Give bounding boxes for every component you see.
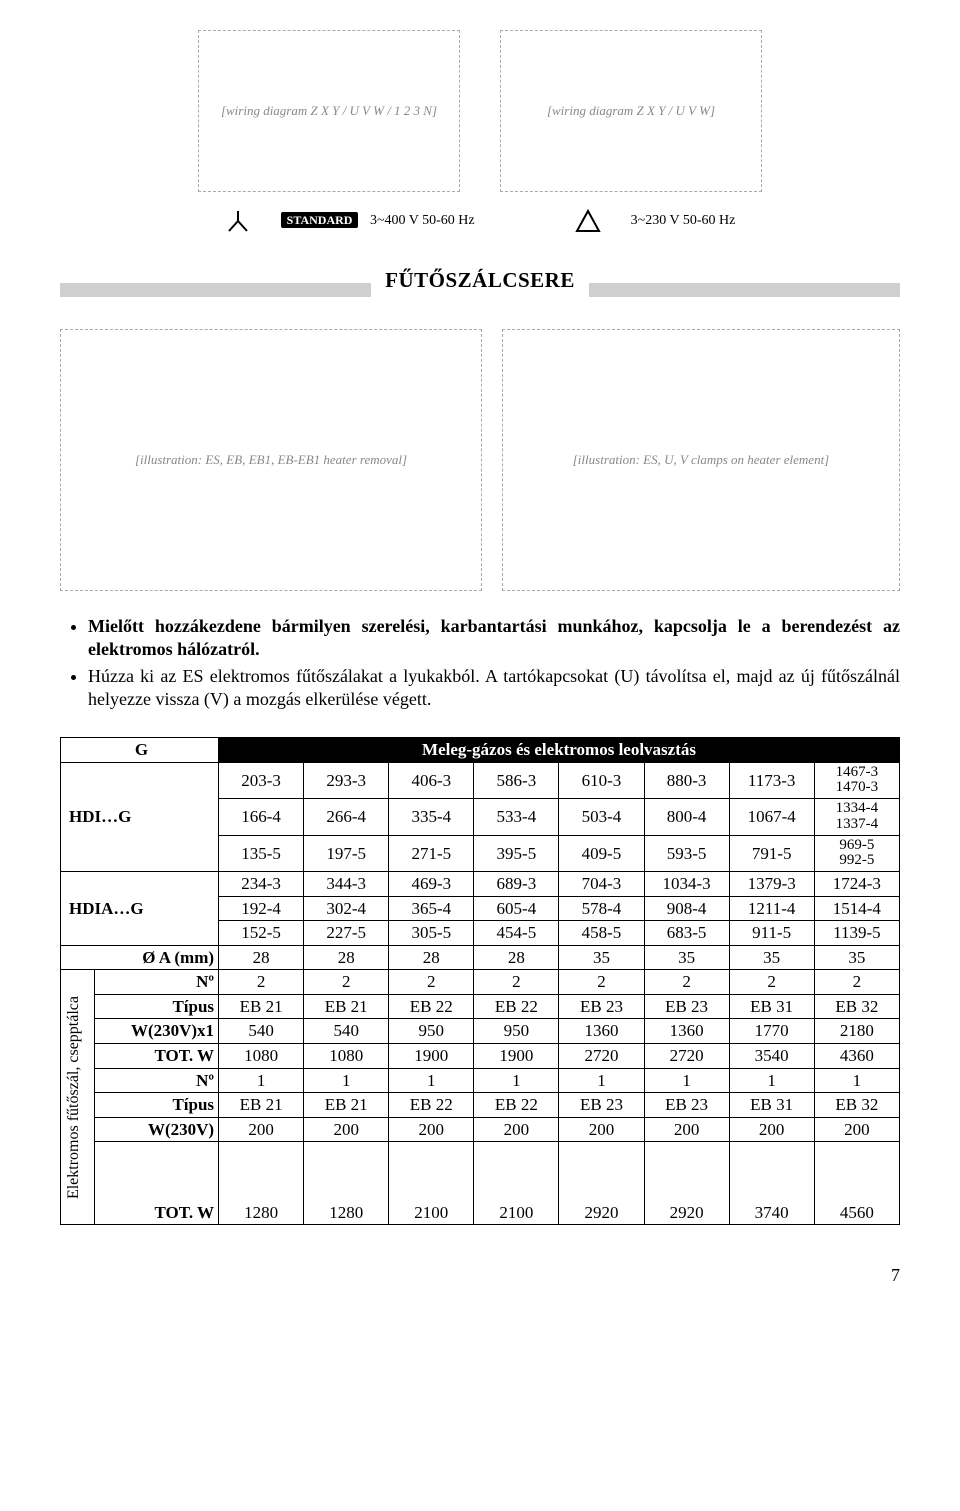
table-row: Típus EB 21EB 21EB 22EB 22EB 23EB 23EB 3… xyxy=(61,994,900,1019)
top-wiring-diagrams: [wiring diagram Z X Y / U V W / 1 2 3 N]… xyxy=(60,30,900,192)
delta-symbol-icon xyxy=(575,208,601,234)
heater-replacement-illustrations: [illustration: ES, EB, EB1, EB-EB1 heate… xyxy=(60,329,900,591)
standard-badge: STANDARD xyxy=(281,212,359,228)
table-title: Meleg-gázos és elektromos leolvasztás xyxy=(219,738,900,763)
page-number: 7 xyxy=(60,1265,900,1286)
table-row: Típus EB 21EB 21EB 22EB 22EB 23EB 23EB 3… xyxy=(61,1093,900,1118)
delta-caption: 3~230 V 50-60 Hz xyxy=(631,213,736,229)
diagram-captions-row: STANDARD 3~400 V 50-60 Hz 3~230 V 50-60 … xyxy=(60,208,900,234)
section-title: FŰTŐSZÁLCSERE xyxy=(385,268,575,293)
table-row: TOT. W 10801080190019002720272035404360 xyxy=(61,1044,900,1069)
table-row: Ø A (mm) 2828282835353535 xyxy=(61,945,900,970)
table-row: Nº 11111111 xyxy=(61,1068,900,1093)
illustration-eb-eb1-es: [illustration: ES, EB, EB1, EB-EB1 heate… xyxy=(60,329,482,591)
table-header-row: G Meleg-gázos és elektromos leolvasztás xyxy=(61,738,900,763)
table-row: HDIA…G 234-3344-3469-3689-3704-31034-313… xyxy=(61,872,900,897)
instruction-bullets: Mielőtt hozzákezdene bármilyen szerelési… xyxy=(60,615,900,711)
side-vertical-label: Elektromos fűtőszál, csepptálca xyxy=(61,970,95,1225)
table-row: W(230V)x1 5405409509501360136017702180 xyxy=(61,1019,900,1044)
section-title-bar: FŰTŐSZÁLCSERE xyxy=(60,268,900,311)
table-row: TOT. W 12801280210021002920292037404560 xyxy=(61,1142,900,1225)
star-symbol-icon xyxy=(225,208,251,234)
star-caption: 3~400 V 50-60 Hz xyxy=(370,213,475,228)
table-row: HDI…G 203-3 293-3 406-3 586-3 610-3 880-… xyxy=(61,762,900,799)
spec-table: G Meleg-gázos és elektromos leolvasztás … xyxy=(60,737,900,1225)
bullet-1: Mielőtt hozzákezdene bármilyen szerelési… xyxy=(88,615,900,661)
wiring-diagram-star: [wiring diagram Z X Y / U V W / 1 2 3 N] xyxy=(198,30,460,192)
table-row: Elektromos fűtőszál, csepptálca Nº 22222… xyxy=(61,970,900,995)
illustration-es-u-v: [illustration: ES, U, V clamps on heater… xyxy=(502,329,900,591)
wiring-diagram-delta: [wiring diagram Z X Y / U V W] xyxy=(500,30,762,192)
hdi-label: HDI…G xyxy=(61,762,219,872)
bullet-2: Húzza ki az ES elektromos fűtőszálakat a… xyxy=(88,665,900,711)
table-row: W(230V) 200200200200200200200200 xyxy=(61,1117,900,1142)
hdia-label: HDIA…G xyxy=(61,872,219,946)
g-label: G xyxy=(61,738,219,763)
